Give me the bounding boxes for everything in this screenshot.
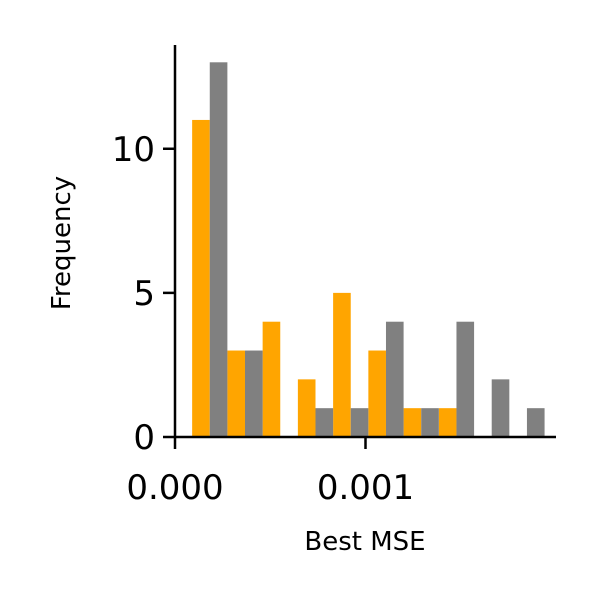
bar-series-1-bin-9 (526, 408, 545, 437)
y-tick-label: 5 (133, 274, 155, 314)
x-tick-label: 0.001 (317, 468, 414, 508)
bar-series-0-bin-2 (262, 321, 281, 437)
y-axis-label: Frequency (47, 176, 77, 310)
bar-series-0-bin-4 (333, 292, 351, 437)
bar-series-1-bin-7 (456, 321, 475, 437)
bar-series-0-bin-6 (403, 408, 422, 437)
y-ticks: 0 5 10 (112, 130, 175, 458)
x-tick-label: 0.000 (126, 468, 223, 508)
bar-series-0-bin-0 (192, 119, 210, 438)
bar-series-1-bin-4 (350, 408, 369, 437)
x-axis-label: Best MSE (304, 527, 425, 557)
bar-series-0-bin-7 (438, 408, 457, 437)
bar-series-1-bin-0 (209, 62, 228, 437)
bars-layer (192, 62, 545, 438)
bar-series-0-bin-5 (368, 350, 386, 437)
bar-series-1-bin-8 (491, 379, 510, 437)
bar-series-1-bin-6 (421, 408, 439, 437)
bar-series-1-bin-5 (385, 321, 404, 437)
bar-series-1-bin-1 (245, 350, 263, 437)
bar-series-0-bin-1 (227, 350, 246, 437)
y-tick-label: 10 (112, 130, 155, 170)
bar-series-1-bin-3 (315, 408, 334, 437)
bar-series-0-bin-3 (297, 379, 316, 437)
y-tick-label: 0 (133, 418, 155, 458)
x-ticks: 0.000 0.001 (126, 437, 414, 508)
